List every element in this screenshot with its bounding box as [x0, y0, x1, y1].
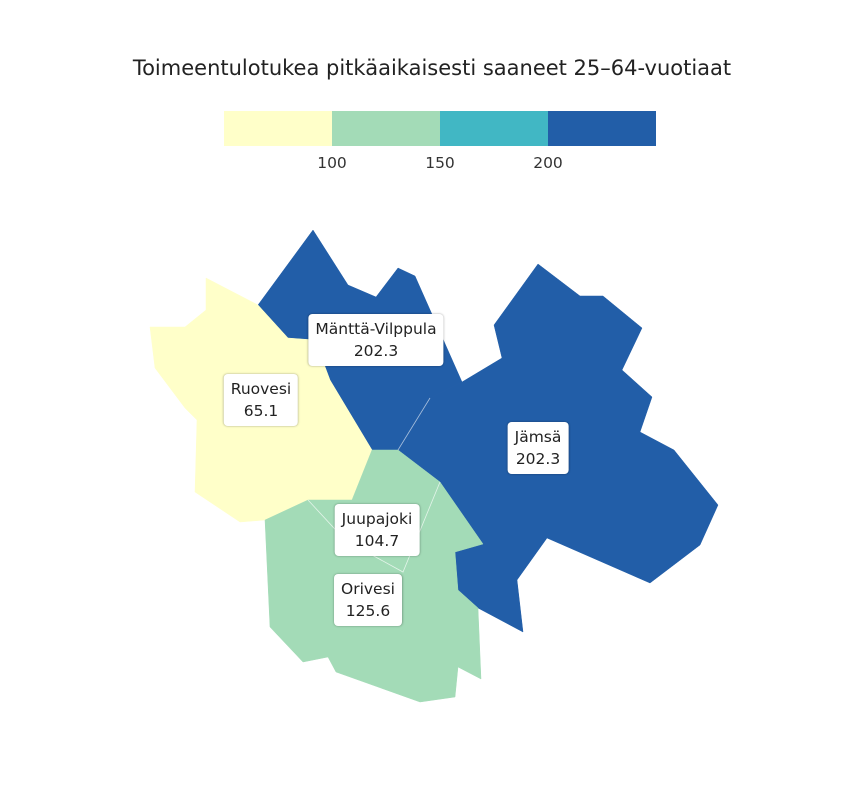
region-name: Jämsä: [514, 428, 562, 446]
region-value: 202.3: [515, 450, 561, 468]
region-name: Orivesi: [341, 580, 395, 598]
region-name: Juupajoki: [341, 510, 413, 528]
region-value: 104.7: [354, 532, 400, 550]
region-label: Juupajoki 104.7: [334, 504, 420, 556]
border-line: [397, 397, 431, 451]
region-label: Orivesi 125.6: [334, 574, 402, 626]
region-value: 125.6: [345, 602, 391, 620]
region-name: Mänttä-Vilppula: [315, 320, 437, 338]
legend-tick: 100: [317, 154, 347, 172]
region-name: Ruovesi: [230, 380, 292, 398]
legend-tick: 200: [533, 154, 563, 172]
legend-swatch-1: [224, 111, 332, 146]
legend-swatch-4: [548, 111, 656, 146]
map-title: Toimeentulotukea pitkäaikaisesti saaneet…: [132, 56, 732, 80]
legend-swatch-3: [440, 111, 548, 146]
region-label: Ruovesi 65.1: [223, 374, 299, 426]
region-label: Jämsä 202.3: [507, 422, 569, 474]
region-value: 65.1: [243, 402, 279, 420]
color-legend: [224, 111, 656, 146]
region-label: Mänttä-Vilppula 202.3: [308, 314, 444, 366]
legend-tick: 150: [425, 154, 455, 172]
legend-swatch-2: [332, 111, 440, 146]
region-value: 202.3: [353, 342, 399, 360]
